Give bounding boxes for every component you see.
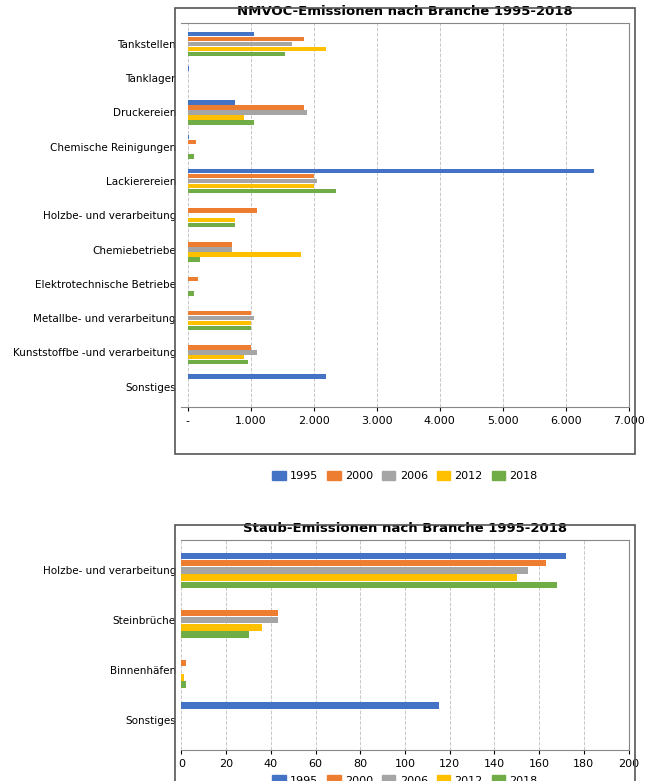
- Bar: [188, 242, 232, 247]
- Bar: [188, 184, 314, 188]
- Bar: [188, 41, 292, 46]
- Bar: [181, 567, 528, 573]
- Bar: [181, 660, 186, 666]
- Bar: [188, 52, 285, 56]
- Bar: [188, 355, 244, 359]
- Bar: [188, 134, 189, 139]
- Bar: [188, 140, 196, 144]
- Bar: [188, 169, 594, 173]
- Bar: [181, 553, 566, 559]
- Bar: [181, 560, 546, 566]
- Title: Staub-Emissionen nach Branche 1995-2018: Staub-Emissionen nach Branche 1995-2018: [243, 522, 567, 535]
- Bar: [188, 311, 251, 316]
- Bar: [188, 374, 327, 379]
- Bar: [181, 617, 277, 623]
- Bar: [188, 208, 257, 212]
- Bar: [188, 155, 194, 159]
- Bar: [188, 32, 254, 36]
- Bar: [188, 218, 235, 223]
- Bar: [188, 326, 251, 330]
- Bar: [188, 248, 232, 251]
- Bar: [188, 350, 257, 355]
- Bar: [188, 100, 235, 105]
- Bar: [188, 116, 244, 119]
- Bar: [181, 674, 183, 680]
- Legend: 1995, 2000, 2006, 2012, 2018: 1995, 2000, 2006, 2012, 2018: [268, 466, 542, 486]
- Bar: [181, 610, 277, 616]
- Bar: [188, 252, 301, 257]
- Bar: [188, 66, 189, 70]
- Bar: [188, 257, 200, 262]
- Bar: [188, 360, 248, 365]
- Bar: [188, 345, 251, 350]
- Bar: [188, 110, 307, 115]
- Bar: [181, 702, 439, 708]
- Bar: [188, 174, 314, 178]
- Bar: [188, 120, 254, 125]
- Title: NMVOC-Emissionen nach Branche 1995-2018: NMVOC-Emissionen nach Branche 1995-2018: [237, 5, 573, 18]
- Bar: [188, 179, 317, 184]
- Bar: [188, 47, 327, 52]
- Bar: [188, 291, 194, 296]
- Bar: [188, 316, 254, 320]
- Bar: [188, 189, 336, 193]
- Bar: [188, 321, 251, 325]
- Legend: 1995, 2000, 2006, 2012, 2018: 1995, 2000, 2006, 2012, 2018: [268, 771, 542, 781]
- Bar: [188, 223, 235, 227]
- Bar: [188, 105, 305, 110]
- Bar: [181, 582, 557, 588]
- Bar: [181, 574, 516, 581]
- Bar: [181, 681, 186, 688]
- Bar: [181, 631, 249, 638]
- Bar: [188, 276, 198, 281]
- Bar: [181, 624, 262, 631]
- Bar: [188, 37, 305, 41]
